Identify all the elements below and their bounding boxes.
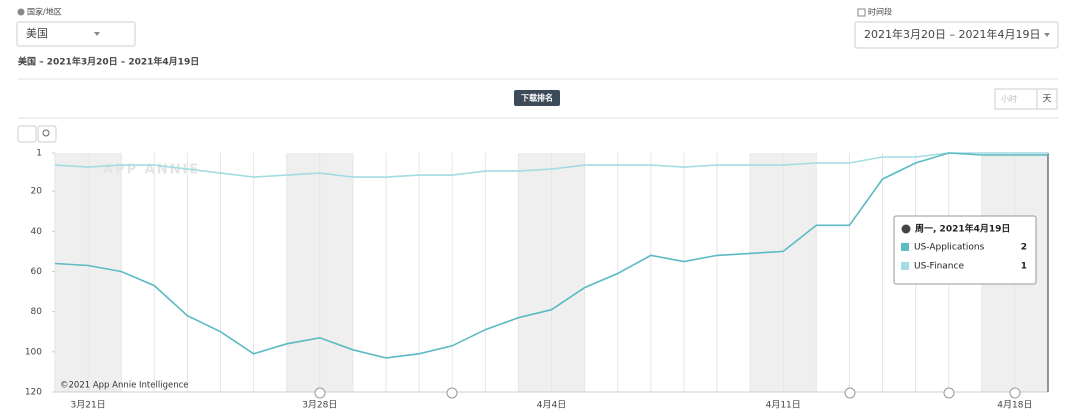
tab-label: 下载排名 [521, 93, 553, 103]
y-tick-label: 1 [36, 149, 42, 159]
series-line [54, 152, 1048, 178]
legend-label: US-Applications [914, 243, 985, 253]
caret [94, 32, 100, 36]
day-label: 天 [1042, 95, 1051, 105]
y-tick-label: 20 [31, 187, 43, 197]
zoom-button[interactable] [37, 125, 57, 143]
hour-label: 小时 [1001, 94, 1017, 104]
tooltip [893, 215, 1037, 285]
globe-icon [901, 224, 911, 234]
annotation-icon [1009, 387, 1021, 399]
x-tick-label: 4月4日 [537, 400, 566, 411]
x-tick-label: 4月11日 [766, 400, 801, 411]
calendar-icon [857, 8, 866, 17]
legend-swatch [901, 262, 909, 270]
reset-button[interactable] [17, 125, 37, 143]
y-tick-label: 100 [25, 347, 42, 357]
x-tick-label: 3月21日 [71, 400, 106, 411]
y-tick-label: 60 [31, 267, 43, 277]
watermark: APP ANNIE [103, 163, 200, 178]
annotation-icon [943, 387, 955, 399]
day-button[interactable] [1036, 88, 1058, 110]
annotation-icon [844, 387, 856, 399]
tooltip-value: 1 [1021, 262, 1027, 272]
period-label: 时间段 [868, 7, 892, 17]
series-line [54, 152, 1048, 359]
x-tick-label: 4月18日 [997, 400, 1032, 411]
subtitle: 美国 – 2021年3月20日 – 2021年4月19日 [18, 56, 199, 68]
legend-label: US-Finance [914, 262, 964, 272]
annotation-icon [314, 387, 326, 399]
tooltip-value: 2 [1021, 243, 1027, 253]
y-tick-label: 40 [31, 227, 43, 237]
x-tick-label: 3月28日 [302, 400, 337, 411]
period-select[interactable] [854, 21, 1059, 49]
caret [1044, 33, 1050, 37]
globe-icon [17, 8, 25, 16]
annotation-icon [446, 387, 458, 399]
copyright: ©2021 App Annie Intelligence [60, 381, 188, 391]
zoom-icon [42, 129, 50, 137]
region-label: 国家/地区 [27, 7, 62, 17]
y-tick-label: 120 [25, 388, 42, 398]
period-value: 2021年3月20日 – 2021年4月19日 [864, 27, 1040, 41]
tab-button[interactable] [514, 90, 560, 106]
tooltip-date: 周一, 2021年4月19日 [915, 223, 1010, 235]
legend-swatch [901, 243, 909, 251]
region-select[interactable] [16, 21, 136, 47]
region-value: 美国 [26, 27, 48, 40]
y-tick-label: 80 [31, 307, 43, 317]
